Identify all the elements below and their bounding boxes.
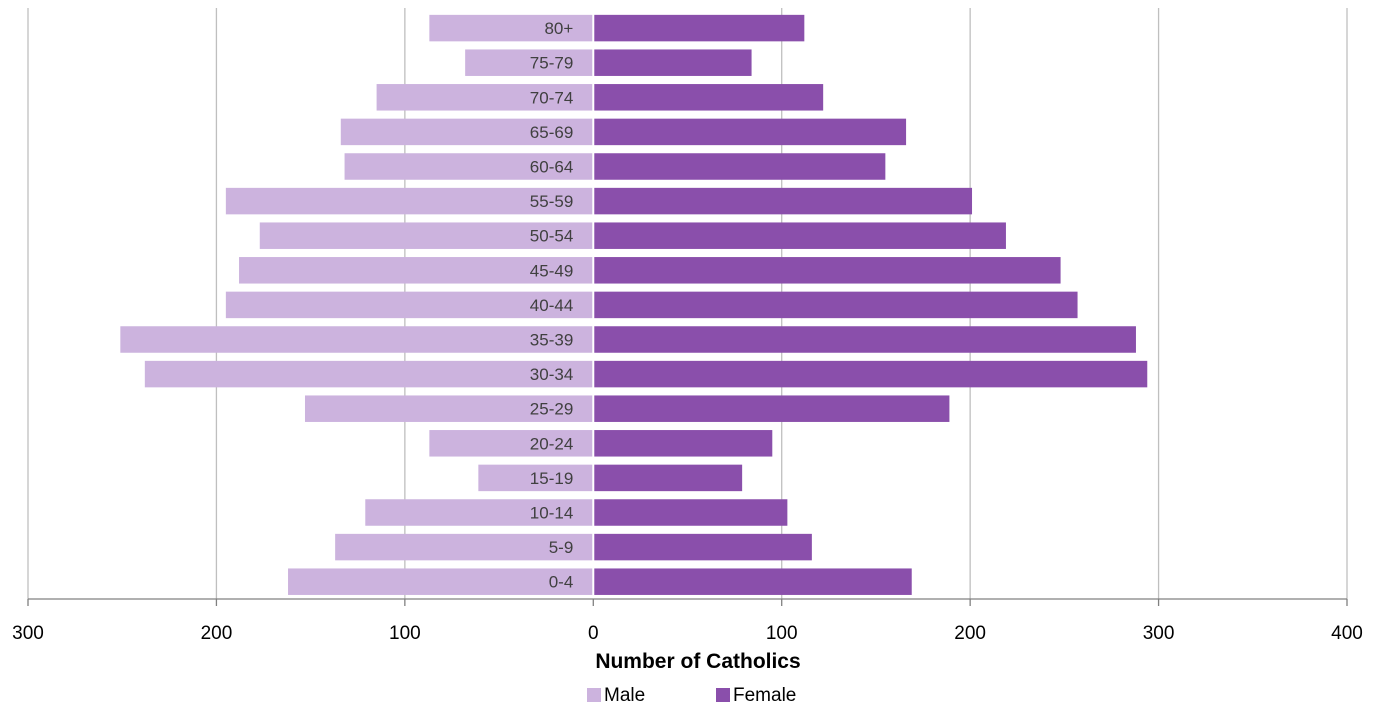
category-label: 10-14: [530, 504, 573, 523]
x-tick-label: 100: [389, 623, 421, 644]
bar-female-55-59: [593, 187, 973, 215]
category-label: 60-64: [530, 158, 573, 177]
bar-male-30-34: [144, 360, 594, 388]
bar-male-55-59: [225, 187, 594, 215]
bar-female-15-19: [593, 464, 743, 492]
x-tick-label: 100: [766, 623, 798, 644]
x-axis: 300 200 100 0 100 200 300 400: [12, 598, 1363, 644]
x-tick-label: 400: [1331, 623, 1363, 644]
bar-female-80+: [593, 14, 805, 42]
bar-male-40-44: [225, 291, 594, 319]
bar-male-45-49: [239, 257, 594, 284]
bar-male-10-14: [365, 499, 594, 526]
bar-male-65-69: [340, 118, 594, 146]
x-tick-label: 0: [588, 623, 599, 644]
bar-female-75-79: [593, 49, 752, 76]
bars: [120, 8, 1148, 599]
category-label: 20-24: [530, 434, 573, 453]
bar-male-15-19: [478, 464, 594, 492]
legend: Male Female: [587, 685, 796, 706]
bar-male-35-39: [120, 326, 594, 353]
bar-female-10-14: [593, 499, 788, 526]
category-label: 65-69: [530, 123, 573, 142]
category-label: 25-29: [530, 400, 573, 419]
bar-male-5-9: [335, 533, 594, 561]
bar-male-50-54: [259, 222, 594, 249]
legend-label-female: Female: [733, 685, 796, 706]
category-label: 75-79: [530, 54, 573, 73]
category-labels: 0-4 5-9 10-14 15-19 20-24 25-29 30-34 35-39 40-4…: [530, 19, 574, 592]
x-tick-label: 300: [1143, 623, 1175, 644]
bar-male-80+: [429, 14, 594, 42]
bar-male-20-24: [429, 430, 594, 457]
bar-female-60-64: [593, 153, 886, 180]
bar-female-40-44: [593, 291, 1078, 319]
bar-female-30-34: [593, 360, 1148, 388]
x-tick-label: 200: [201, 623, 233, 644]
bar-female-50-54: [593, 222, 1006, 249]
x-tick-label: 300: [12, 623, 44, 644]
category-label: 50-54: [530, 227, 573, 246]
category-label: 30-34: [530, 365, 573, 384]
category-label: 0-4: [549, 573, 574, 592]
category-label: 5-9: [549, 538, 574, 557]
category-label: 45-49: [530, 261, 573, 280]
bar-female-45-49: [593, 257, 1061, 284]
bar-female-5-9: [593, 533, 812, 561]
category-label: 15-19: [530, 469, 573, 488]
legend-swatch-male: [587, 688, 601, 702]
bar-female-25-29: [593, 395, 950, 422]
bar-male-75-79: [465, 49, 594, 76]
bar-female-20-24: [593, 430, 773, 457]
bar-female-70-74: [593, 84, 824, 111]
category-label: 40-44: [530, 296, 573, 315]
legend-label-male: Male: [604, 685, 645, 706]
category-label: 80+: [544, 19, 573, 38]
bar-male-60-64: [344, 153, 594, 180]
category-label: 55-59: [530, 192, 573, 211]
x-axis-title: Number of Catholics: [595, 650, 800, 673]
legend-swatch-female: [716, 688, 730, 702]
bar-female-35-39: [593, 326, 1136, 353]
bar-male-25-29: [304, 395, 594, 422]
bar-male-0-4: [288, 568, 594, 595]
bar-male-70-74: [376, 84, 594, 111]
bar-female-65-69: [593, 118, 907, 146]
category-label: 35-39: [530, 331, 573, 350]
x-tick-label: 200: [954, 623, 986, 644]
bar-female-0-4: [593, 568, 912, 595]
category-label: 70-74: [530, 88, 573, 107]
